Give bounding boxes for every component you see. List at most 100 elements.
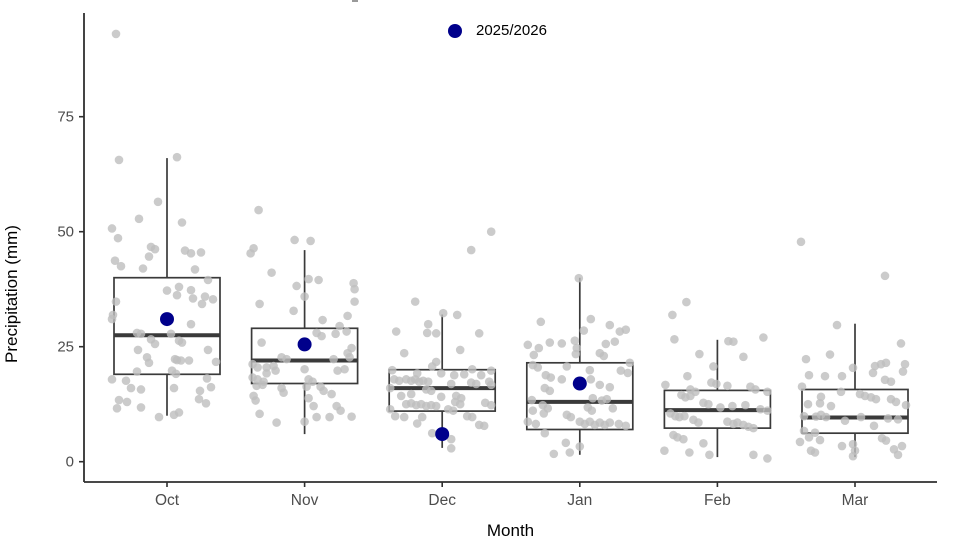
observation-point — [133, 345, 143, 355]
observation-point — [340, 364, 349, 374]
observation-point — [172, 290, 182, 300]
x-tick-label: Oct — [155, 492, 180, 509]
observation-point — [586, 314, 596, 324]
observation-point — [801, 354, 811, 364]
observation-point — [300, 417, 309, 426]
observation-point — [438, 308, 448, 318]
observation-point — [557, 375, 567, 384]
observation-point — [331, 329, 340, 339]
observation-point — [390, 411, 400, 421]
observation-point — [467, 364, 477, 374]
observation-point — [136, 403, 146, 412]
observation-point — [169, 410, 179, 420]
observation-point — [608, 404, 618, 413]
observation-point — [815, 398, 825, 408]
observation-point — [112, 404, 122, 413]
observation-point — [410, 297, 420, 306]
observation-point — [336, 406, 345, 415]
observation-point — [797, 382, 807, 392]
observation-point — [126, 383, 136, 393]
observation-point — [412, 419, 422, 428]
observation-point — [486, 380, 496, 390]
observation-point — [549, 449, 559, 459]
observation-point — [184, 356, 194, 365]
observation-point — [417, 412, 427, 422]
observation-point — [685, 448, 694, 457]
observation-point — [799, 411, 809, 421]
observation-point — [166, 329, 176, 339]
observation-point — [523, 417, 533, 426]
observation-point — [455, 399, 465, 409]
observation-point — [705, 450, 714, 460]
observation-point — [282, 354, 291, 364]
observation-point — [350, 297, 359, 306]
observation-point — [272, 418, 281, 427]
observation-point — [840, 416, 850, 426]
observation-point — [122, 397, 132, 407]
observation-point — [763, 387, 772, 397]
legend-point-icon — [448, 23, 462, 38]
observation-point — [527, 395, 537, 405]
observation-point — [586, 375, 596, 384]
observation-point — [153, 197, 163, 207]
observation-point — [579, 326, 589, 335]
observation-point — [562, 362, 572, 371]
observation-point — [114, 155, 124, 165]
observation-point — [881, 436, 891, 445]
observation-point — [327, 389, 336, 399]
observation-point — [200, 292, 210, 301]
observation-point — [751, 385, 760, 394]
observation-point — [186, 319, 196, 329]
observation-point — [107, 375, 117, 384]
observation-point — [203, 275, 213, 285]
observation-point — [795, 437, 805, 447]
observation-point — [749, 423, 758, 433]
observation-point — [741, 400, 750, 410]
observation-point — [455, 345, 465, 355]
observation-point — [588, 393, 598, 403]
observation-point — [446, 434, 456, 444]
observation-point — [333, 366, 342, 375]
observation-point — [893, 450, 903, 460]
observation-point — [585, 365, 595, 375]
observation-point — [350, 284, 359, 294]
observation-point — [309, 401, 318, 411]
observation-point — [314, 275, 323, 285]
observation-point — [459, 370, 469, 379]
observation-point — [446, 444, 456, 453]
observation-point — [177, 218, 187, 227]
observation-point — [616, 366, 626, 375]
season-point — [297, 337, 312, 352]
observation-point — [686, 391, 695, 401]
x-tick-label: Mar — [842, 492, 869, 509]
observation-point — [177, 338, 187, 347]
observation-point — [534, 343, 544, 353]
observation-point — [880, 271, 890, 281]
observation-point — [431, 401, 441, 411]
observation-point — [545, 386, 555, 396]
observation-point — [319, 386, 328, 396]
observation-point — [304, 393, 313, 403]
observation-point — [869, 421, 879, 431]
observation-point — [605, 418, 615, 427]
observation-point — [186, 285, 196, 295]
observation-point — [670, 335, 679, 344]
observation-point — [111, 29, 121, 39]
observation-point — [292, 281, 301, 291]
observation-point — [712, 379, 721, 389]
observation-point — [679, 434, 688, 444]
observation-point — [739, 352, 748, 362]
observation-point — [660, 446, 669, 455]
observation-point — [162, 286, 172, 295]
x-axis-title: Month — [486, 521, 535, 540]
observation-point — [486, 227, 496, 236]
observation-point — [467, 412, 477, 422]
observation-point — [302, 382, 311, 392]
observation-point — [110, 256, 120, 265]
observation-point — [306, 236, 315, 246]
observation-point — [868, 368, 878, 378]
season-point — [572, 376, 587, 391]
legend-label: 2025/2026 — [476, 22, 547, 39]
